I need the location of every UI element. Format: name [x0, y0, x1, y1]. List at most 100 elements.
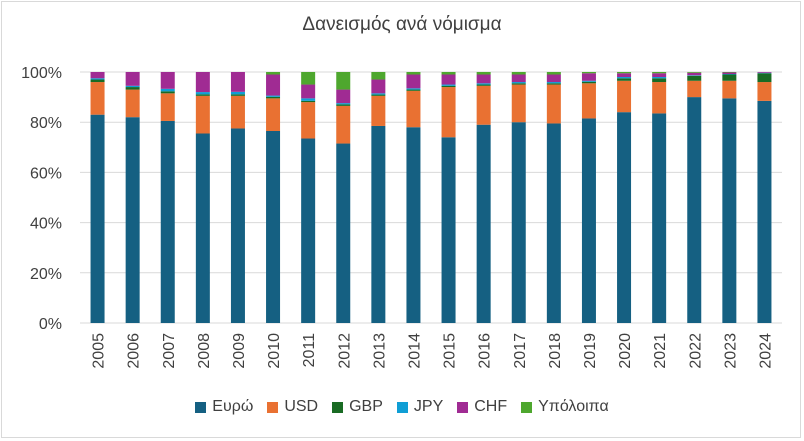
bar-segment: [757, 82, 772, 101]
bar-segment: [301, 138, 316, 323]
x-tick-label: 2019: [582, 333, 599, 369]
y-axis-ticks: 0% 20% 40% 60% 80% 100%: [21, 65, 62, 333]
bar-segment: [125, 87, 140, 90]
bar-segment: [266, 74, 281, 96]
bar-segment: [371, 79, 386, 94]
bar-segment: [406, 127, 421, 323]
bar-segment: [546, 84, 561, 124]
bar-segment: [230, 94, 245, 96]
bar-segment: [441, 137, 456, 323]
x-tick-label: 2013: [371, 333, 388, 369]
bar-segment: [160, 91, 175, 94]
bar-segment: [617, 77, 632, 79]
bar-segment: [336, 143, 351, 323]
legend-label: Ευρώ: [212, 398, 254, 415]
bar-segment: [301, 72, 316, 85]
bar-segment: [371, 72, 386, 80]
bar-segment: [476, 85, 491, 125]
legend-item: CHF: [457, 398, 507, 416]
bar-segment: [441, 72, 456, 75]
bar-segment: [722, 80, 737, 99]
legend-swatch: [332, 401, 344, 413]
x-tick-label: 2006: [126, 333, 143, 369]
bar-segment: [336, 103, 351, 105]
legend-swatch: [521, 401, 533, 413]
bar-segment: [546, 83, 561, 85]
bar-segment: [757, 72, 772, 73]
y-tick-label: 80%: [30, 115, 62, 132]
legend-swatch: [396, 401, 408, 413]
bar-segment: [125, 72, 140, 86]
bar-segment: [581, 80, 596, 82]
bar-segment: [301, 84, 316, 99]
bar-segment: [476, 72, 491, 75]
x-tick-label: 2010: [266, 333, 283, 369]
legend-label: USD: [284, 398, 319, 415]
y-tick-label: 20%: [30, 266, 62, 283]
bar-segment: [230, 72, 245, 92]
x-tick-label: 2012: [336, 333, 353, 369]
bar-segment: [90, 114, 105, 323]
y-tick-label: 100%: [21, 65, 62, 82]
legend-item: Υπόλοιπα: [521, 398, 609, 416]
bars: [90, 72, 772, 324]
bar-segment: [581, 83, 596, 119]
bar-segment: [546, 72, 561, 75]
bar-segment: [266, 95, 281, 97]
bar-segment: [90, 78, 105, 80]
bar-segment: [230, 128, 245, 323]
bar-segment: [160, 93, 175, 121]
legend-label: Υπόλοιπα: [538, 398, 609, 415]
bar-segment: [546, 123, 561, 323]
bar-segment: [511, 84, 526, 123]
bar-segment: [90, 79, 105, 83]
bar-segment: [581, 72, 596, 74]
bar-segment: [371, 95, 386, 126]
bar-segment: [722, 74, 737, 75]
bar-segment: [617, 73, 632, 78]
bar-segment: [266, 96, 281, 99]
bar-segment: [722, 72, 737, 75]
bar-segment: [301, 98, 316, 101]
bar-segment: [90, 82, 105, 115]
bar-segment: [652, 113, 667, 323]
bar-segment: [687, 97, 702, 323]
bar-segment: [371, 94, 386, 96]
legend-item: USD: [267, 398, 318, 416]
legend-swatch: [267, 401, 279, 413]
bar-segment: [511, 122, 526, 323]
bar-segment: [441, 87, 456, 138]
bar-segment: [125, 117, 140, 324]
bar-segment: [336, 104, 351, 106]
bar-segment: [230, 91, 245, 95]
bar-segment: [687, 75, 702, 81]
bar-segment: [336, 72, 351, 90]
x-tick-label: 2016: [477, 333, 494, 369]
x-tick-label: 2007: [161, 333, 178, 369]
x-tick-label: 2014: [406, 333, 423, 369]
bar-segment: [406, 90, 421, 128]
bar-segment: [511, 82, 526, 84]
bar-segment: [687, 72, 702, 76]
legend-label: CHF: [474, 398, 508, 415]
bar-segment: [757, 72, 772, 74]
bar-segment: [266, 72, 281, 75]
legend-item: Ευρώ: [195, 398, 253, 416]
bar-segment: [160, 88, 175, 92]
legend: Ευρώ USD GBP JPY CHF Υπόλοιπα: [0, 398, 804, 416]
bar-segment: [476, 124, 491, 324]
bar-segment: [757, 73, 772, 83]
bar-segment: [441, 74, 456, 85]
bar-segment: [406, 89, 421, 91]
bar-segment: [371, 125, 386, 323]
bar-segment: [722, 72, 737, 73]
x-tick-label: 2009: [231, 333, 248, 369]
x-tick-label: 2024: [757, 333, 774, 369]
bar-segment: [546, 74, 561, 83]
bar-segment: [441, 84, 456, 86]
legend-swatch: [195, 401, 207, 413]
legend-label: GBP: [349, 398, 383, 415]
bar-segment: [722, 98, 737, 323]
bar-segment: [301, 102, 316, 139]
bar-segment: [581, 118, 596, 323]
